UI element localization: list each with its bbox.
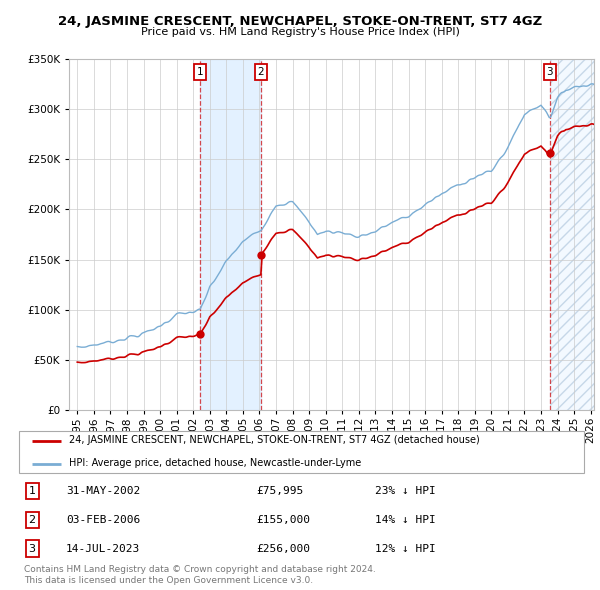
Text: 1: 1 bbox=[29, 486, 35, 496]
Text: 2: 2 bbox=[29, 515, 36, 525]
Text: HPI: Average price, detached house, Newcastle-under-Lyme: HPI: Average price, detached house, Newc… bbox=[69, 458, 361, 468]
Text: 3: 3 bbox=[29, 543, 35, 553]
Text: This data is licensed under the Open Government Licence v3.0.: This data is licensed under the Open Gov… bbox=[24, 576, 313, 585]
Text: Contains HM Land Registry data © Crown copyright and database right 2024.: Contains HM Land Registry data © Crown c… bbox=[24, 565, 376, 574]
Text: 24, JASMINE CRESCENT, NEWCHAPEL, STOKE-ON-TRENT, ST7 4GZ (detached house): 24, JASMINE CRESCENT, NEWCHAPEL, STOKE-O… bbox=[69, 435, 480, 445]
Text: Price paid vs. HM Land Registry's House Price Index (HPI): Price paid vs. HM Land Registry's House … bbox=[140, 27, 460, 37]
Text: 23% ↓ HPI: 23% ↓ HPI bbox=[375, 486, 436, 496]
Text: 1: 1 bbox=[197, 67, 203, 77]
Bar bbox=[550, 59, 600, 410]
Text: 14% ↓ HPI: 14% ↓ HPI bbox=[375, 515, 436, 525]
Text: 03-FEB-2006: 03-FEB-2006 bbox=[66, 515, 140, 525]
Text: 31-MAY-2002: 31-MAY-2002 bbox=[66, 486, 140, 496]
Text: 12% ↓ HPI: 12% ↓ HPI bbox=[375, 543, 436, 553]
Text: £256,000: £256,000 bbox=[256, 543, 310, 553]
Text: 3: 3 bbox=[547, 67, 553, 77]
FancyBboxPatch shape bbox=[19, 431, 584, 473]
Text: 14-JUL-2023: 14-JUL-2023 bbox=[66, 543, 140, 553]
Text: 24, JASMINE CRESCENT, NEWCHAPEL, STOKE-ON-TRENT, ST7 4GZ: 24, JASMINE CRESCENT, NEWCHAPEL, STOKE-O… bbox=[58, 15, 542, 28]
Bar bbox=[550, 59, 600, 410]
Bar bbox=[200, 59, 261, 410]
Text: £155,000: £155,000 bbox=[256, 515, 310, 525]
Text: £75,995: £75,995 bbox=[256, 486, 304, 496]
Text: 2: 2 bbox=[257, 67, 264, 77]
